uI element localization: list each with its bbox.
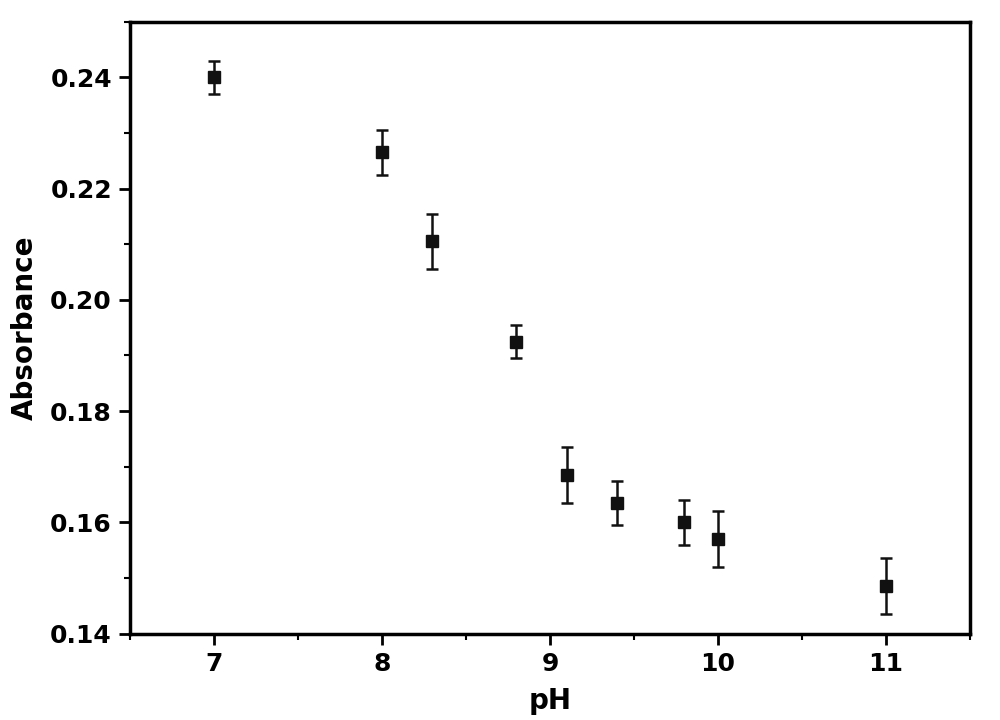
Y-axis label: Absorbance: Absorbance [11,235,39,420]
X-axis label: pH: pH [528,687,572,715]
